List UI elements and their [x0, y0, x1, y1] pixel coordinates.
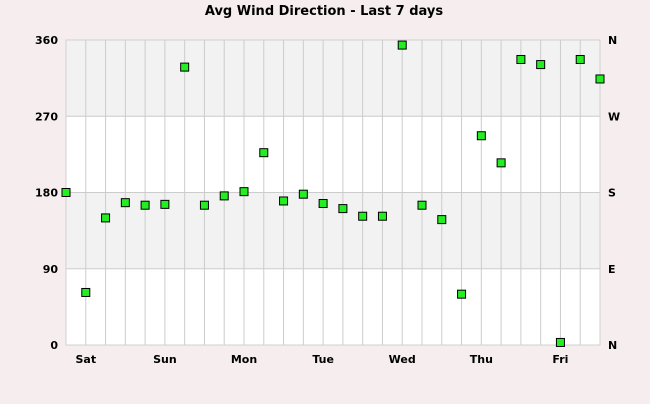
data-point — [555, 337, 565, 347]
y-tick-label-right: E — [608, 263, 616, 276]
data-point — [575, 54, 585, 64]
y-tick-label-right: N — [608, 34, 617, 47]
data-point — [101, 213, 111, 223]
y-axis-right: N E S W N — [608, 34, 620, 352]
x-tick-label: Fri — [552, 353, 568, 366]
data-point — [140, 200, 150, 210]
data-point — [536, 60, 546, 70]
data-point — [417, 200, 427, 210]
data-point — [298, 189, 308, 199]
y-tick-label-left: 270 — [35, 110, 58, 123]
data-point — [199, 200, 209, 210]
data-point — [457, 289, 467, 299]
plot-bands — [66, 40, 600, 345]
data-point — [358, 211, 368, 221]
data-point — [61, 188, 71, 197]
x-tick-label: Tue — [312, 353, 334, 366]
y-tick-label-left: 360 — [35, 34, 58, 47]
plot-band — [66, 116, 600, 193]
y-tick-label-left: 180 — [35, 187, 58, 200]
data-point — [219, 191, 229, 201]
data-point — [318, 199, 328, 209]
y-tick-label-right: S — [608, 187, 616, 200]
y-tick-label-right: N — [608, 339, 617, 352]
data-point — [338, 204, 348, 214]
x-tick-label: Mon — [231, 353, 257, 366]
data-point — [81, 287, 91, 297]
x-tick-label: Sun — [153, 353, 177, 366]
y-tick-label-left: 0 — [50, 339, 58, 352]
data-point — [476, 131, 486, 141]
y-tick-label-right: W — [608, 110, 620, 123]
data-point — [259, 148, 269, 158]
x-tick-label: Sat — [75, 353, 96, 366]
data-point — [239, 187, 249, 197]
y-axis-left: 0 90 180 270 360 — [35, 34, 58, 352]
plot-band — [66, 268, 600, 345]
data-points — [61, 40, 605, 347]
data-point — [160, 199, 170, 209]
x-tick-label: Wed — [389, 353, 416, 366]
data-point — [120, 198, 130, 208]
y-tick-label-left: 90 — [43, 263, 59, 276]
plot-band — [66, 192, 600, 269]
data-point — [397, 40, 407, 50]
data-point — [377, 211, 387, 221]
data-point — [496, 158, 506, 168]
x-tick-label: Thu — [470, 353, 493, 366]
x-axis: Sat Sun Mon Tue Wed Thu Fri — [75, 353, 568, 366]
data-point — [437, 215, 447, 225]
plot-band — [66, 40, 600, 117]
chart-title: Avg Wind Direction - Last 7 days — [205, 4, 444, 19]
data-point — [595, 74, 605, 84]
data-point — [180, 62, 190, 72]
data-point — [516, 54, 526, 64]
data-point — [279, 196, 289, 206]
